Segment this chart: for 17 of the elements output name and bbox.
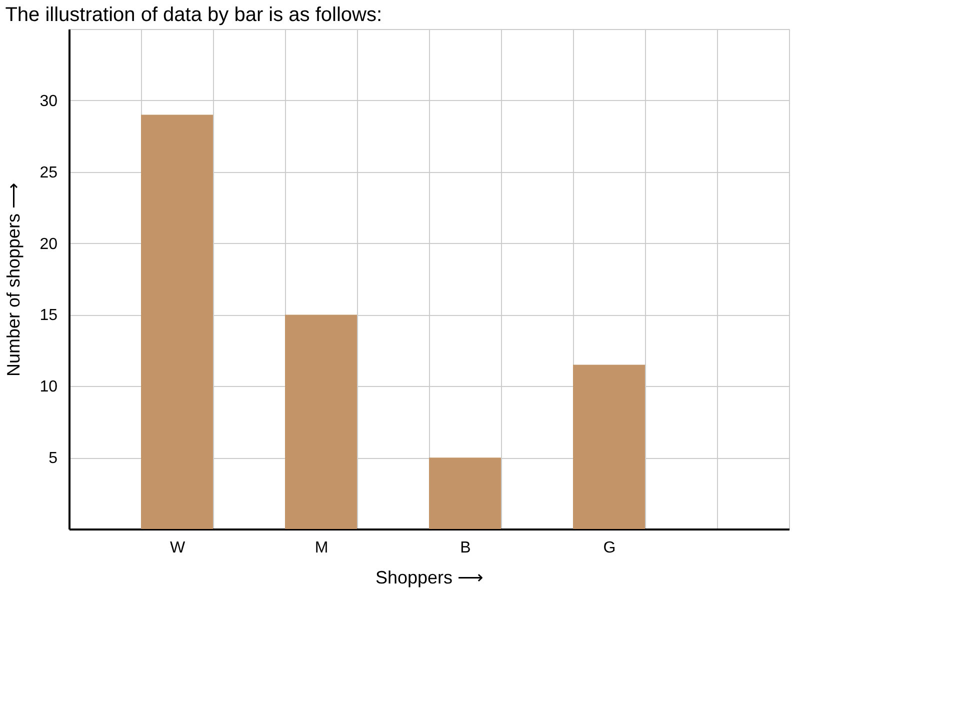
x-axis-title: Shoppers ⟶ <box>375 568 484 588</box>
x-tick-label: G <box>603 540 616 556</box>
x-tick-label: W <box>170 540 186 556</box>
bar <box>141 114 213 529</box>
y-tick-label: 10 <box>40 378 58 396</box>
x-tick-label: M <box>314 540 328 556</box>
x-tick-label: B <box>460 540 471 556</box>
y-tick-label: 5 <box>48 450 58 468</box>
y-tick-label: 30 <box>40 92 58 110</box>
y-tick-label: 20 <box>40 236 58 253</box>
bar <box>429 458 501 529</box>
bar <box>285 314 357 529</box>
bar <box>573 364 645 529</box>
y-tick-label: 25 <box>40 164 58 182</box>
chart-title: The illustration of data by bar is as follows: <box>5 4 382 26</box>
y-axis-title: Number of shoppers ⟶ <box>4 182 24 377</box>
y-tick-label: 15 <box>40 307 58 324</box>
